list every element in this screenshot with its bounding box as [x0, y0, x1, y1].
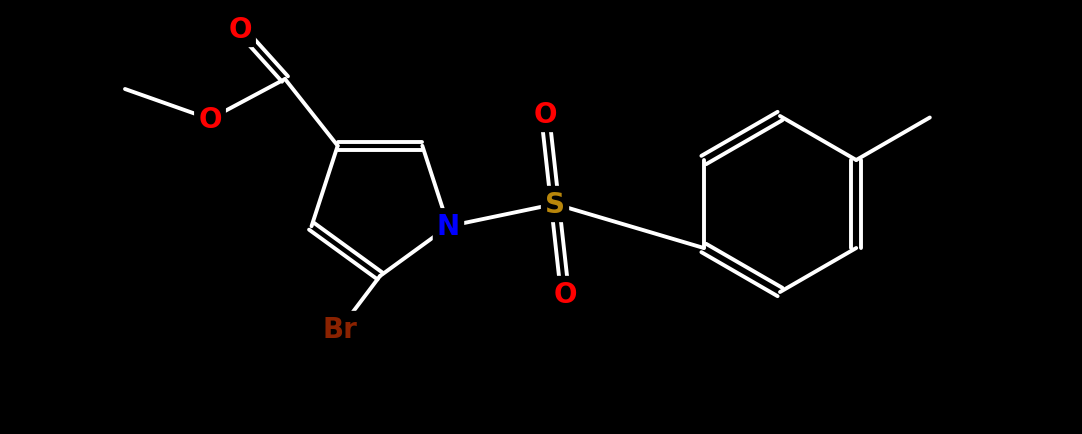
Text: S: S — [545, 191, 565, 218]
Text: O: O — [198, 106, 222, 134]
Text: O: O — [228, 16, 252, 44]
Text: Br: Br — [322, 315, 357, 343]
Text: O: O — [533, 101, 557, 129]
Text: N: N — [437, 213, 460, 241]
Text: O: O — [553, 280, 577, 308]
